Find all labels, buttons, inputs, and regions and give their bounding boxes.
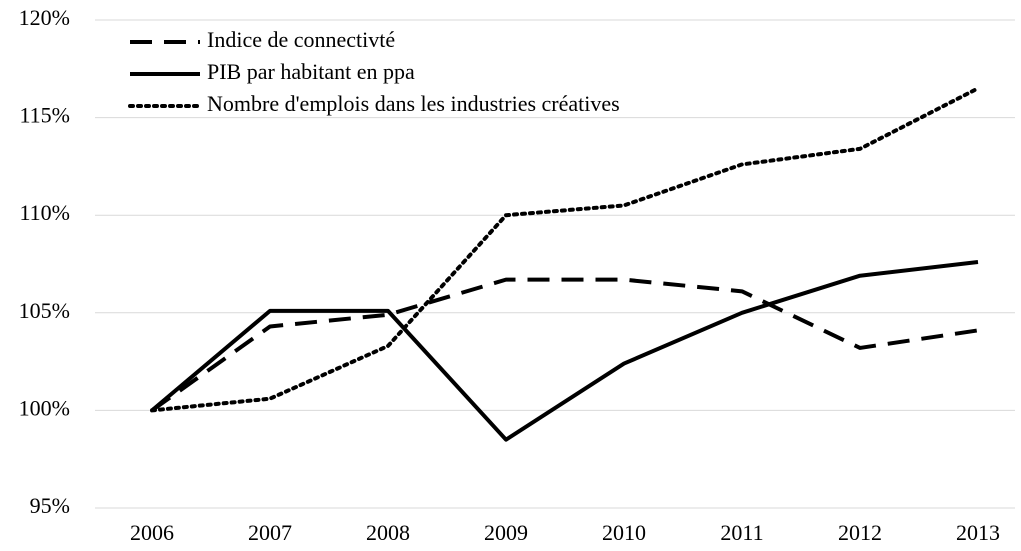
y-tick-label: 105% [19, 298, 70, 323]
x-tick-label: 2007 [248, 520, 292, 545]
legend-label: PIB par habitant en ppa [207, 59, 415, 84]
x-tick-label: 2011 [720, 520, 763, 545]
x-tick-label: 2008 [366, 520, 410, 545]
series-line [150, 260, 979, 442]
y-tick-label: 95% [30, 493, 70, 518]
legend-label: Indice de connectivté [207, 27, 395, 52]
series-line [150, 86, 980, 413]
y-tick-label: 100% [19, 395, 70, 420]
y-tick-label: 110% [19, 200, 70, 225]
legend-label: Nombre d'emplois dans les industries cré… [207, 91, 620, 116]
x-tick-label: 2009 [484, 520, 528, 545]
series-line [150, 277, 979, 413]
y-tick-label: 120% [19, 5, 70, 30]
x-tick-label: 2006 [130, 520, 174, 545]
x-tick-label: 2013 [956, 520, 1000, 545]
y-tick-label: 115% [19, 103, 70, 128]
x-tick-label: 2010 [602, 520, 646, 545]
x-tick-label: 2012 [838, 520, 882, 545]
